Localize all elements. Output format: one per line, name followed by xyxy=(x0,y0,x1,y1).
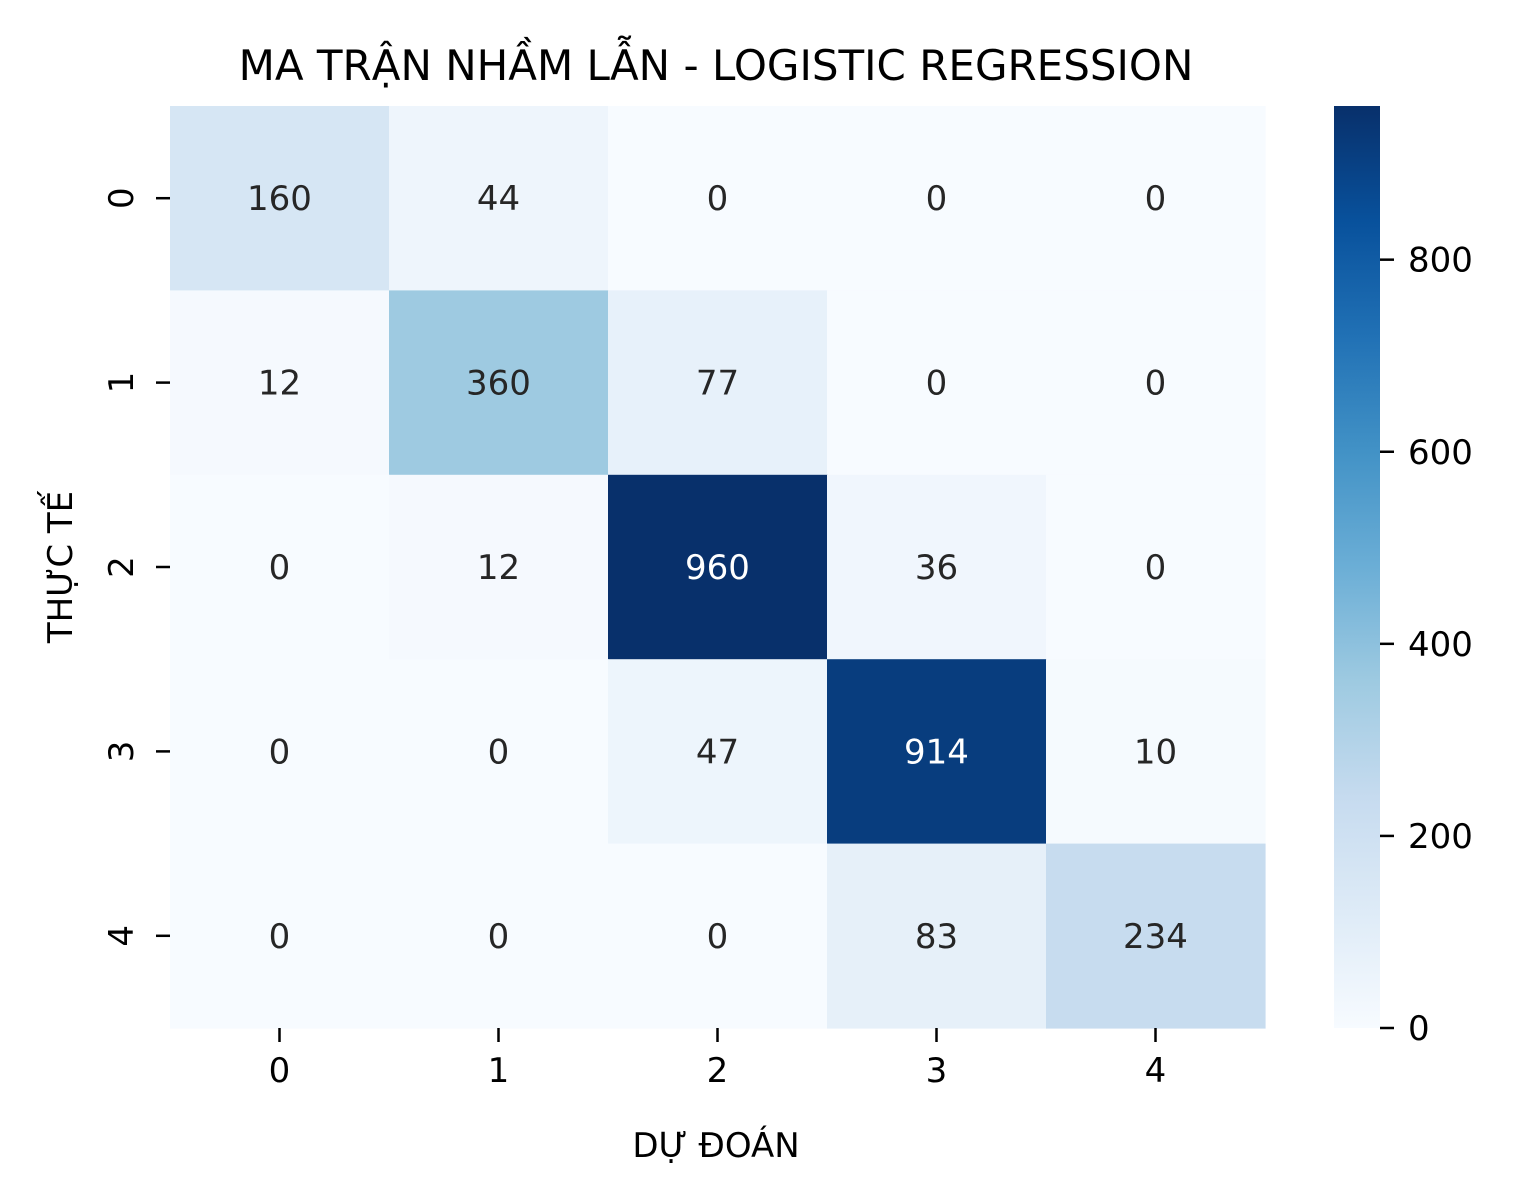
colorbar-gradient xyxy=(1334,106,1380,1028)
y-tick-label-1: 1 xyxy=(102,372,142,394)
heatmap-cell-r1-c4 xyxy=(1046,290,1266,476)
x-axis-label: DỰ ĐOÁN xyxy=(632,1125,799,1166)
x-tick-label-0: 0 xyxy=(269,1051,291,1091)
heatmap-cell-r3-c1 xyxy=(389,659,609,845)
heatmap-cell-r2-c2 xyxy=(608,474,828,660)
heatmap-cell-r2-c1 xyxy=(389,474,609,660)
heatmap-cell-r0-c3 xyxy=(827,106,1047,291)
y-tick-label-4: 4 xyxy=(102,925,142,947)
heatmap-cell-r2-c3 xyxy=(827,474,1047,660)
cell-value-r0-c0: 160 xyxy=(247,179,312,219)
cell-value-r0-c4: 0 xyxy=(1145,179,1167,219)
x-tick-label-3: 3 xyxy=(926,1051,948,1091)
cell-value-r3-c0: 0 xyxy=(269,732,291,772)
heatmap-cell-r4-c4 xyxy=(1046,843,1266,1029)
heatmap-cell-r4-c0 xyxy=(170,843,390,1029)
cell-value-r4-c4: 234 xyxy=(1123,917,1188,957)
chart-title: MA TRẬN NHẦM LẪN - LOGISTIC REGRESSION xyxy=(239,34,1194,90)
cell-value-r2-c3: 36 xyxy=(915,548,958,588)
y-tick-label-2: 2 xyxy=(102,556,142,578)
cell-value-r2-c0: 0 xyxy=(269,548,291,588)
heatmap-cell-r2-c0 xyxy=(170,474,390,660)
heatmap-cell-r1-c3 xyxy=(827,290,1047,476)
colorbar-tick-label-2: 400 xyxy=(1408,625,1473,665)
cell-value-r4-c3: 83 xyxy=(915,917,958,957)
x-tick-label-4: 4 xyxy=(1145,1051,1167,1091)
colorbar-ticks: 0 200 400 600 800 xyxy=(1380,241,1473,1049)
heatmap-cells xyxy=(170,106,1266,1029)
x-axis: 0 1 2 3 4 xyxy=(269,1028,1167,1091)
heatmap-cell-r3-c4 xyxy=(1046,659,1266,845)
heatmap-cell-r2-c4 xyxy=(1046,474,1266,660)
colorbar-tick-label-1: 200 xyxy=(1408,817,1473,857)
cell-value-r2-c1: 12 xyxy=(477,548,520,588)
heatmap-cell-r3-c2 xyxy=(608,659,828,845)
cell-value-r3-c2: 47 xyxy=(696,732,739,772)
heatmap-cell-r0-c0 xyxy=(170,106,390,291)
heatmap-cell-r4-c2 xyxy=(608,843,828,1029)
cell-value-r1-c3: 0 xyxy=(926,364,948,404)
colorbar-tick-label-3: 600 xyxy=(1408,433,1473,473)
heatmap-cell-r3-c3 xyxy=(827,659,1047,845)
cell-value-r1-c2: 77 xyxy=(696,364,739,404)
cell-value-r0-c3: 0 xyxy=(926,179,948,219)
heatmap-cell-r0-c1 xyxy=(389,106,609,291)
cell-value-r2-c2: 960 xyxy=(685,548,750,588)
cell-value-r1-c1: 360 xyxy=(466,364,531,404)
y-tick-label-3: 3 xyxy=(102,741,142,763)
colorbar-tick-label-0: 0 xyxy=(1408,1009,1430,1049)
heatmap-cell-r4-c3 xyxy=(827,843,1047,1029)
cell-value-r1-c0: 12 xyxy=(258,364,301,404)
cell-value-r1-c4: 0 xyxy=(1145,364,1167,404)
colorbar: 0 200 400 600 800 xyxy=(1334,106,1473,1049)
cell-value-r4-c2: 0 xyxy=(707,917,729,957)
heatmap-cell-r0-c2 xyxy=(608,106,828,291)
cell-value-r0-c1: 44 xyxy=(477,179,520,219)
x-tick-label-1: 1 xyxy=(488,1051,510,1091)
cell-value-r2-c4: 0 xyxy=(1145,548,1167,588)
y-axis-label: THỰC TẾ xyxy=(37,490,81,644)
heatmap-cell-r1-c2 xyxy=(608,290,828,476)
cell-value-r4-c0: 0 xyxy=(269,917,291,957)
heatmap-cell-r1-c0 xyxy=(170,290,390,476)
heatmap-cell-r0-c4 xyxy=(1046,106,1266,291)
cell-value-r3-c4: 10 xyxy=(1134,732,1177,772)
heatmap-cell-labels: 160 44 0 0 012 360 77 0 00 12 960 36 00 0 47 914 100 0 0 83… xyxy=(247,179,1188,957)
x-tick-label-2: 2 xyxy=(707,1051,729,1091)
heatmap-cell-r1-c1 xyxy=(389,290,609,476)
cell-value-r3-c3: 914 xyxy=(904,732,969,772)
colorbar-tick-label-4: 800 xyxy=(1408,241,1473,281)
y-tick-label-0: 0 xyxy=(102,187,142,209)
y-axis: 0 1 2 3 4 xyxy=(102,187,170,947)
cell-value-r0-c2: 0 xyxy=(707,179,729,219)
cell-value-r4-c1: 0 xyxy=(488,917,510,957)
heatmap-cell-r3-c0 xyxy=(170,659,390,845)
cell-value-r3-c1: 0 xyxy=(488,732,510,772)
heatmap-cell-r4-c1 xyxy=(389,843,609,1029)
